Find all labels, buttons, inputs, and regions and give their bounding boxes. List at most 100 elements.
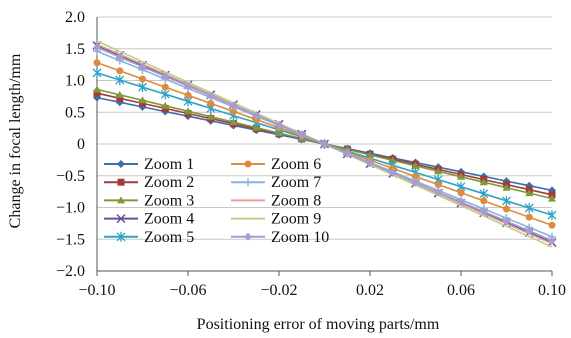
- data-point: [388, 168, 397, 177]
- data-point: [206, 91, 215, 100]
- data-point: [161, 72, 170, 81]
- legend-label: Zoom 6: [271, 156, 321, 173]
- data-point: [434, 167, 443, 175]
- legend-swatch-marker: [117, 196, 125, 204]
- legend-item: Zoom 8: [231, 192, 321, 209]
- y-tick-label: 1.0: [65, 73, 85, 90]
- data-point: [366, 159, 374, 168]
- data-point: [457, 172, 465, 180]
- data-point: [161, 101, 170, 109]
- y-axis-title: Change in focal length/mm: [7, 53, 24, 228]
- legend-label: Zoom 10: [271, 229, 329, 246]
- data-point: [184, 82, 192, 91]
- legend-label: Zoom 1: [144, 156, 194, 173]
- x-axis-title: Positioning error of moving parts/mm: [197, 316, 440, 333]
- data-point: [139, 75, 146, 83]
- x-tick-label: −0.02: [260, 282, 297, 299]
- data-point: [502, 195, 511, 206]
- data-point: [411, 161, 420, 169]
- data-point: [388, 156, 397, 164]
- legend-label: Zoom 3: [144, 192, 194, 209]
- data-point: [252, 111, 261, 120]
- data-point: [525, 226, 534, 235]
- y-tick-label: −0.5: [56, 168, 85, 185]
- data-point: [503, 205, 510, 213]
- legend-swatch-marker: [117, 160, 125, 168]
- data-point: [502, 217, 511, 226]
- legend-swatch-marker: [244, 232, 252, 241]
- x-tick-label: −0.10: [78, 282, 115, 299]
- legend-item: Zoom 7: [231, 174, 321, 191]
- data-point: [116, 67, 124, 75]
- data-point: [480, 197, 488, 205]
- data-point: [320, 140, 329, 148]
- data-point: [229, 101, 238, 110]
- data-point: [184, 107, 192, 115]
- data-point: [548, 236, 556, 245]
- x-tick-label: −0.06: [169, 282, 206, 299]
- data-point: [138, 96, 147, 104]
- data-point: [161, 83, 169, 91]
- data-point: [115, 90, 124, 98]
- data-point: [547, 210, 557, 221]
- data-point: [93, 43, 101, 52]
- data-point: [160, 89, 170, 100]
- series-group: [92, 40, 557, 248]
- data-point: [412, 173, 419, 181]
- data-point: [434, 181, 442, 189]
- data-point: [139, 99, 146, 107]
- legend-item: Zoom 3: [104, 192, 194, 209]
- data-point: [502, 183, 511, 191]
- x-tick-label: 0.02: [356, 282, 384, 299]
- legend-item: Zoom 4: [104, 211, 194, 228]
- legend-label: Zoom 8: [271, 192, 321, 209]
- legend-item: Zoom 6: [231, 156, 321, 173]
- data-point: [115, 53, 124, 62]
- data-point: [229, 118, 238, 126]
- legend-label: Zoom 4: [144, 211, 194, 228]
- y-tick-label: 0.5: [65, 104, 85, 121]
- x-tick-label: 0.06: [447, 282, 475, 299]
- data-point: [93, 59, 101, 67]
- data-point: [457, 197, 465, 206]
- data-point: [275, 120, 283, 129]
- series-10: [93, 43, 556, 245]
- data-point: [138, 82, 147, 93]
- data-point: [524, 203, 534, 214]
- y-tick-label: 1.5: [65, 41, 85, 58]
- data-point: [548, 221, 556, 229]
- legend-swatch-marker: [244, 160, 252, 168]
- data-point: [434, 188, 443, 197]
- legend-item: Zoom 1: [104, 156, 194, 173]
- y-tick-label: −1.5: [56, 231, 85, 248]
- data-point: [115, 74, 125, 85]
- data-point: [93, 89, 101, 97]
- legend-swatch-marker: [244, 178, 252, 187]
- data-point: [479, 207, 488, 216]
- y-tick-label: 2.0: [65, 9, 85, 26]
- data-point: [411, 178, 420, 187]
- data-point: [93, 85, 101, 93]
- legend-swatch-marker: [116, 214, 126, 224]
- legend-item: Zoom 2: [104, 174, 194, 191]
- legend-label: Zoom 7: [271, 174, 321, 191]
- data-point: [92, 67, 102, 78]
- data-point: [207, 99, 215, 107]
- legend-item: Zoom 9: [231, 211, 321, 228]
- data-point: [457, 189, 465, 197]
- data-point: [184, 91, 192, 99]
- legend-swatch-marker: [116, 231, 126, 242]
- legend-label: Zoom 2: [144, 174, 194, 191]
- data-point: [525, 189, 534, 197]
- data-point: [138, 62, 147, 71]
- data-point: [479, 178, 488, 186]
- legend-item: Zoom 5: [104, 229, 194, 246]
- data-point: [343, 149, 352, 158]
- axes: 2.0 1.5 1.0 0.5 0 −0.5 −1.0 −1.5 −2.0 −0.10 −0.06 −…: [56, 9, 566, 299]
- legend-label: Zoom 9: [271, 211, 321, 228]
- y-tick-label: 0: [77, 136, 85, 153]
- data-point: [230, 107, 237, 115]
